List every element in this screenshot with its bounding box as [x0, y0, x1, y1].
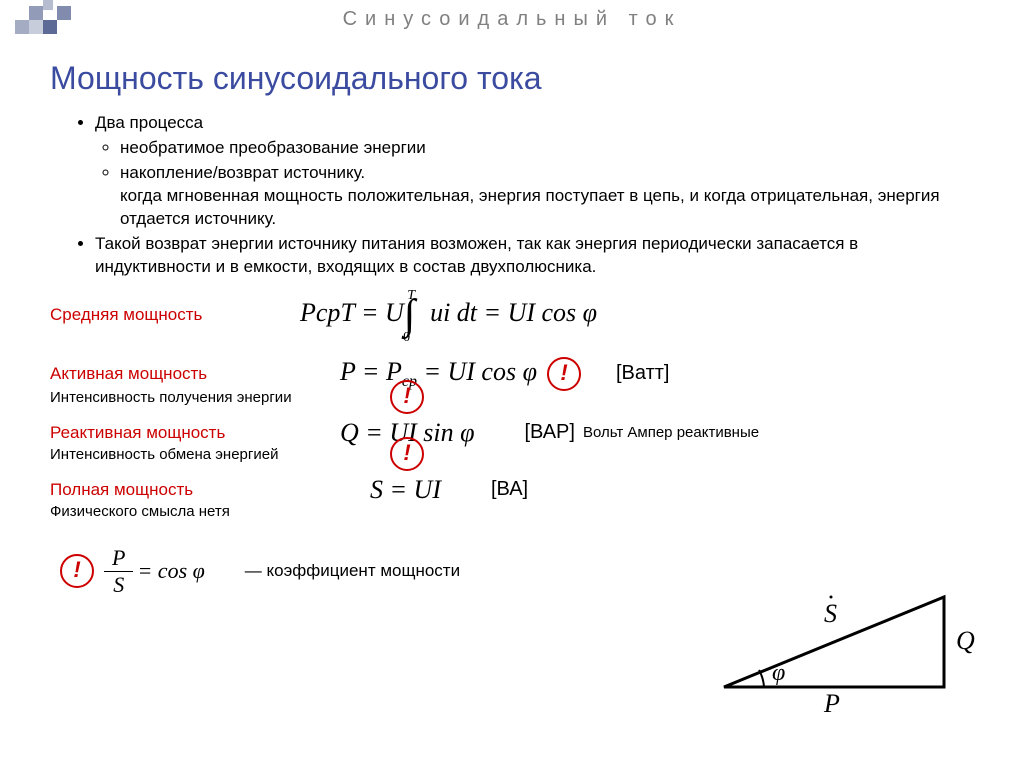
- label-full-power: Полная мощность: [50, 480, 260, 500]
- header-bar: Синусоидальный ток: [0, 0, 1024, 40]
- unit-var: [ВАР]: [524, 421, 574, 444]
- triangle-label-q: Q: [956, 626, 975, 655]
- bullet-text: накопление/возврат источнику.: [120, 163, 365, 182]
- sublabel-active: Интенсивность получения энергии: [50, 389, 974, 406]
- row-active-power: Активная мощность P = Pср = UI cos φ ! […: [50, 357, 974, 391]
- important-icon: !: [390, 437, 424, 471]
- header-title: Синусоидальный ток: [0, 8, 1024, 31]
- row-full-power: Полная мощность ! S = UI [ВА]: [50, 475, 974, 505]
- sublabel-full: Физического смысла нетя: [50, 503, 974, 520]
- fraction-ps: P S: [104, 545, 133, 598]
- important-icon: !: [390, 380, 424, 414]
- row-reactive-power: Реактивная мощность ! Q = UI sin φ [ВАР]…: [50, 418, 974, 448]
- triangle-label-p: P: [823, 689, 840, 717]
- important-icon: !: [547, 357, 581, 391]
- formula-full-power: S = UI: [370, 475, 441, 504]
- label-active-power: Активная мощность: [50, 364, 260, 384]
- bullet-text: когда мгновенная мощность положительная,…: [120, 186, 940, 228]
- label-power-factor: — коэффициент мощности: [245, 561, 460, 581]
- formula-cos-phi: = cos φ: [137, 558, 204, 584]
- important-icon: !: [60, 554, 94, 588]
- bullet-item: Два процесса: [95, 112, 974, 135]
- slide-title: Мощность синусоидального тока: [50, 60, 974, 97]
- bullet-item: необратимое преобразование энергии: [120, 137, 974, 160]
- slide-content: Мощность синусоидального тока Два процес…: [0, 40, 1024, 598]
- bullet-item: Такой возврат энергии источнику питания …: [95, 233, 974, 279]
- formula-active-power: P = Pср = UI cos φ: [340, 357, 537, 391]
- triangle-label-phi: φ: [772, 660, 785, 686]
- label-average-power: Средняя мощность: [50, 305, 260, 325]
- unit-var-desc: Вольт Ампер реактивные: [583, 424, 759, 441]
- bullet-list: Два процесса необратимое преобразование …: [70, 112, 974, 279]
- unit-va: [ВА]: [491, 478, 528, 501]
- unit-watt: [Ватт]: [616, 362, 669, 385]
- label-reactive-power: Реактивная мощность: [50, 423, 260, 443]
- power-triangle-diagram: S Q P φ: [704, 567, 984, 717]
- formula-average-power: PсрT = U∫T0ui dt = UI cos φ: [300, 291, 597, 339]
- sublabel-reactive: Интенсивность обмена энергией: [50, 446, 974, 463]
- bullet-item: накопление/возврат источнику. когда мгно…: [120, 162, 974, 231]
- triangle-label-s: S: [824, 599, 837, 628]
- row-average-power: Средняя мощность PсрT = U∫T0ui dt = UI c…: [50, 291, 974, 339]
